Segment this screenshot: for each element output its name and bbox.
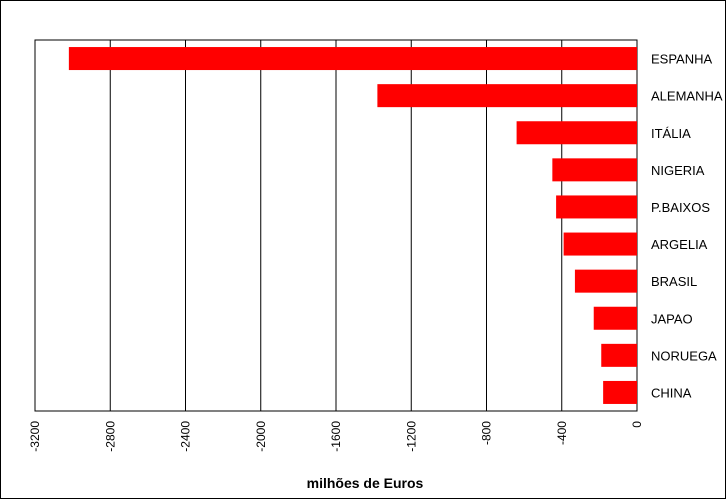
- bars: [68, 47, 638, 404]
- category-label: ITÁLIA: [651, 126, 691, 141]
- x-tick-label: -800: [480, 421, 494, 445]
- category-label: NORUEGA: [651, 348, 717, 363]
- x-tick-labels: -3200 -2800 -2400 -2000 -1600 -1200 -800 -400 0: [28, 421, 644, 452]
- category-label: ESPANHA: [651, 52, 712, 67]
- x-tick-label: -1600: [329, 421, 343, 452]
- category-label: JAPAO: [651, 311, 693, 326]
- category-label: ALEMANHA: [651, 89, 723, 104]
- category-label: BRASIL: [651, 274, 697, 289]
- category-label: NIGERIA: [651, 163, 705, 178]
- bar-alemanha: [377, 84, 637, 108]
- bar-espanha: [68, 47, 638, 71]
- bar-argelia: [563, 232, 637, 256]
- x-tick-label: -400: [555, 421, 569, 445]
- category-label: ARGELIA: [651, 237, 708, 252]
- x-tick-label: -2400: [179, 421, 193, 452]
- category-labels: ESPANHA ALEMANHA ITÁLIA NIGERIA P.BAIXOS ARGE…: [651, 52, 723, 401]
- bar-brasil: [574, 269, 637, 293]
- x-axis-title: milhões de Euros: [307, 475, 424, 491]
- bar-noruega: [601, 343, 637, 367]
- bar-nigeria: [552, 158, 637, 182]
- x-tick-label: -2800: [103, 421, 117, 452]
- bar-itália: [516, 121, 637, 145]
- category-label: P.BAIXOS: [651, 200, 710, 215]
- x-tick-label: -1200: [404, 421, 418, 452]
- bar-china: [603, 380, 637, 404]
- x-tick-label: 0: [630, 421, 644, 428]
- x-tick-label: -3200: [28, 421, 42, 452]
- category-label: CHINA: [651, 385, 692, 400]
- bar-p.baixos: [556, 195, 637, 219]
- bar-japao: [593, 306, 637, 330]
- x-tick-label: -2000: [254, 421, 268, 452]
